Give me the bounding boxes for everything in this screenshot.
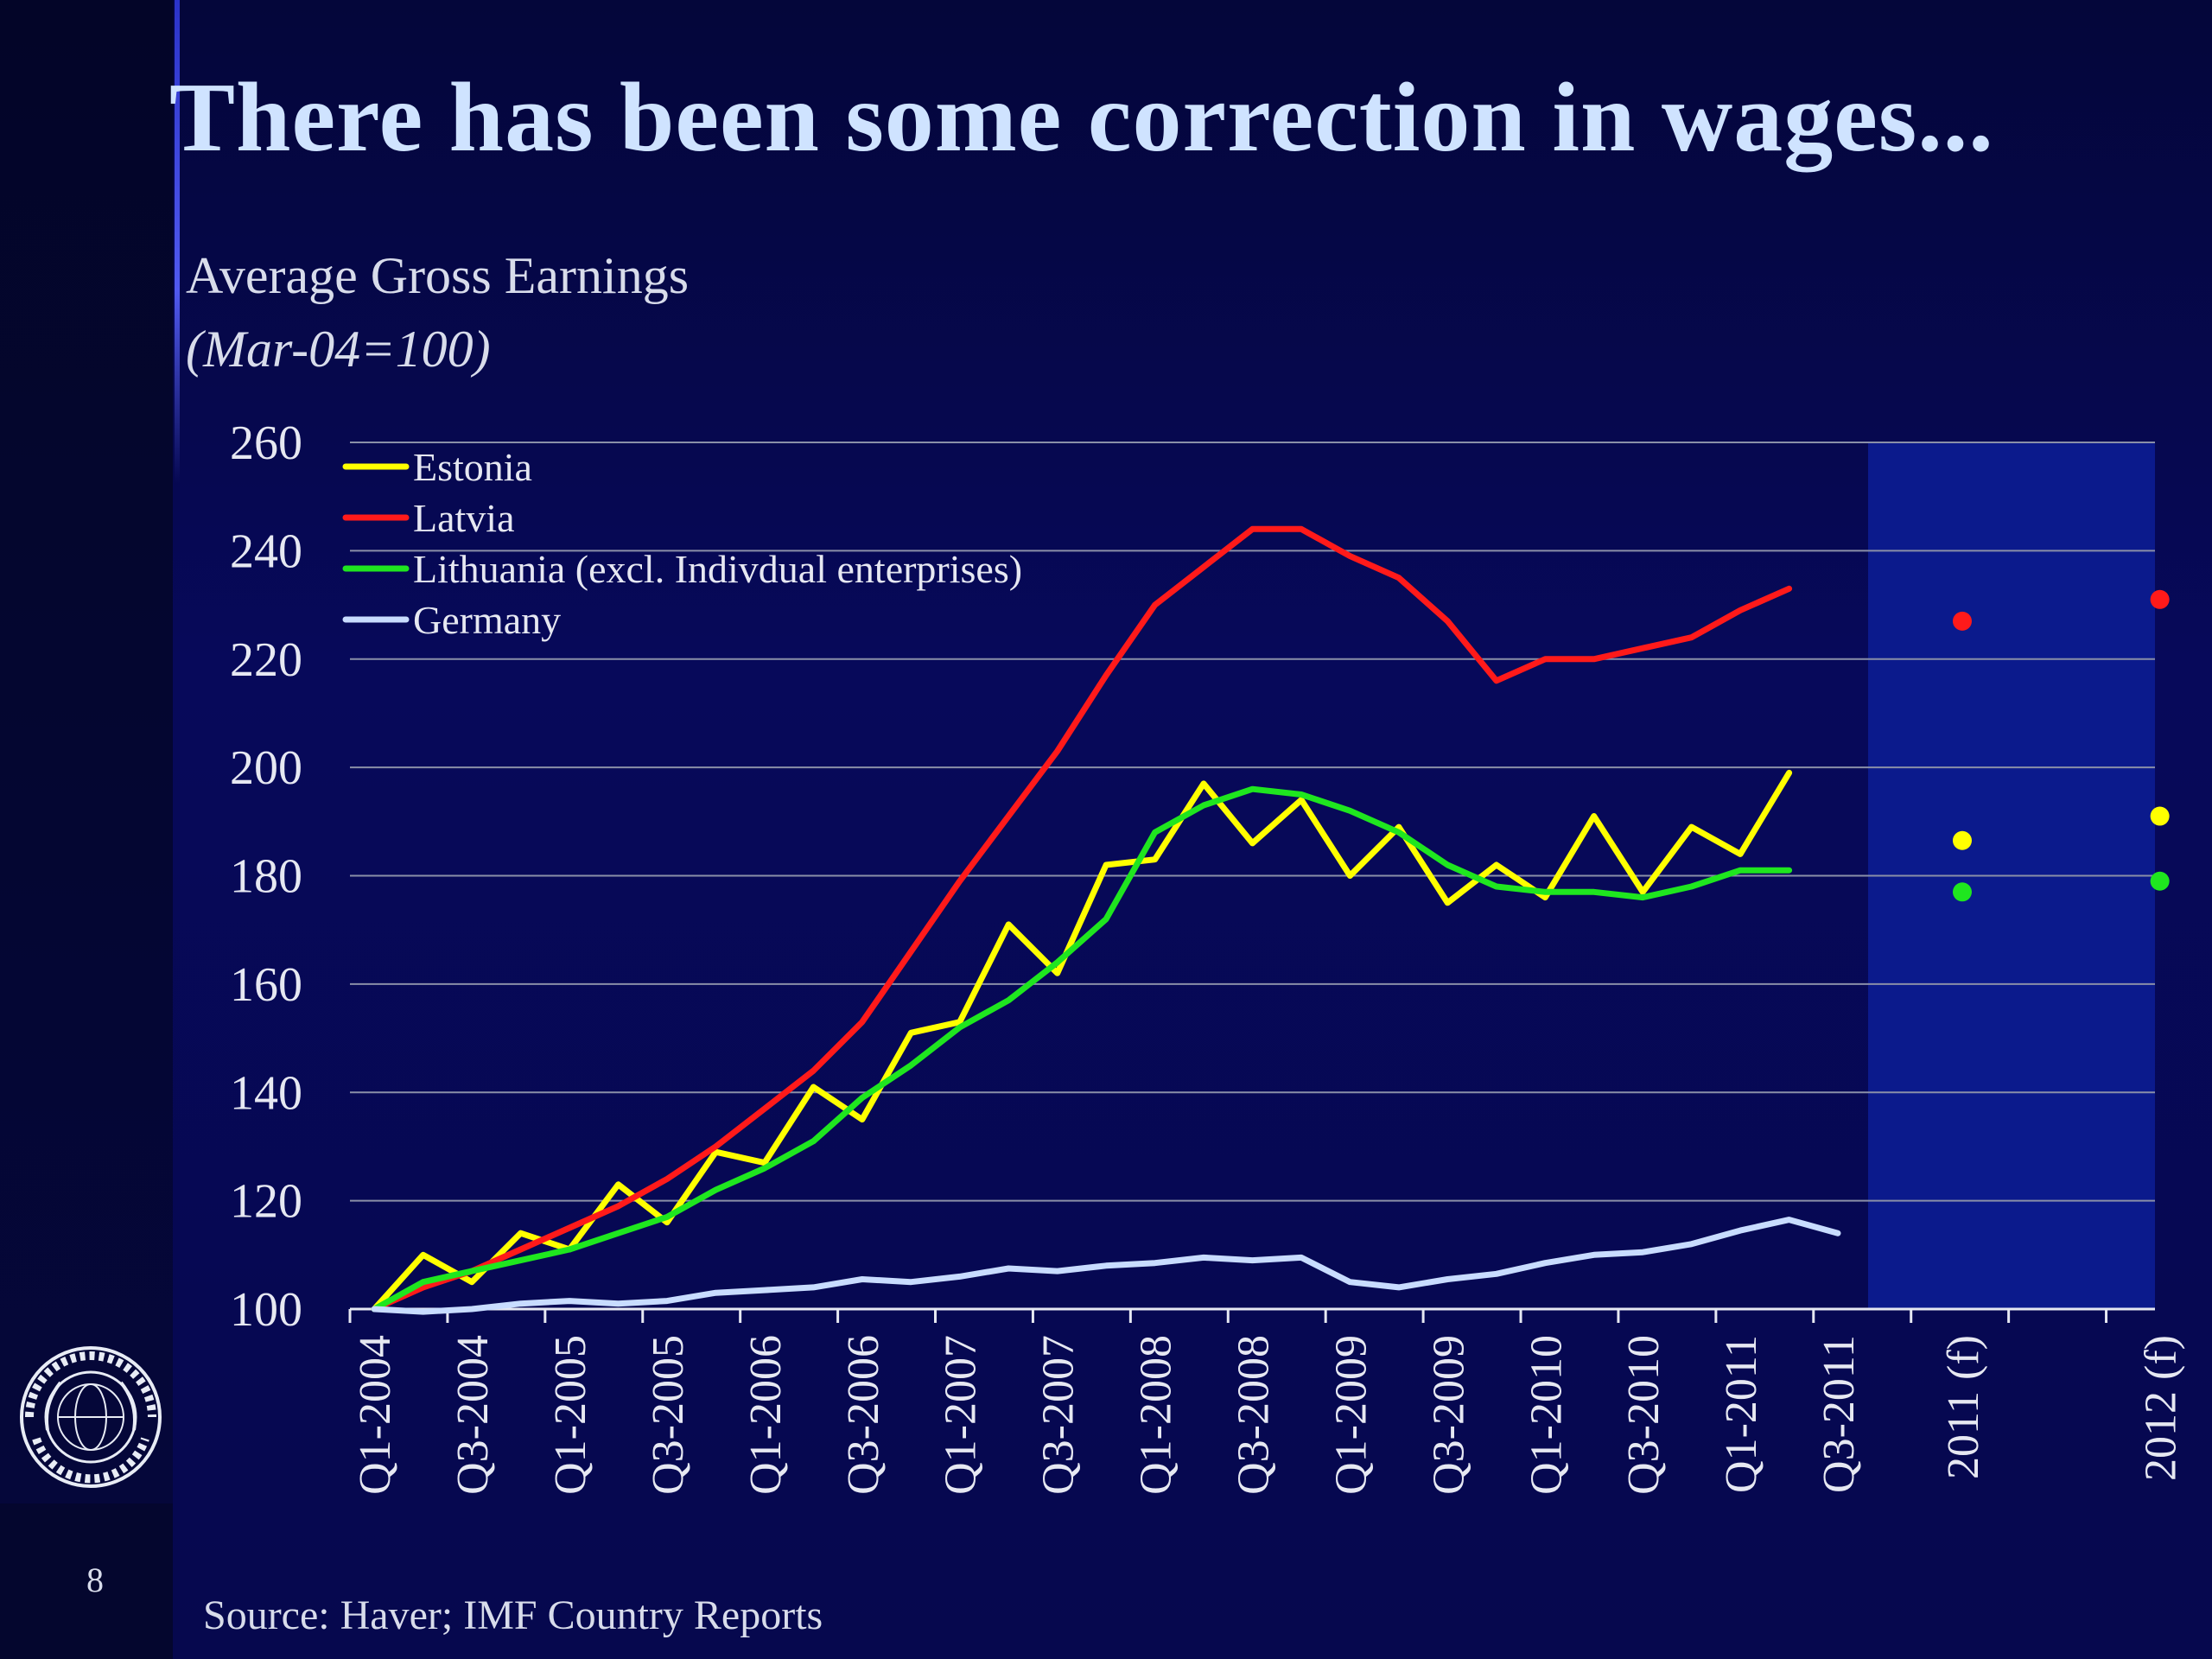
y-tick-label: 180 [230, 850, 302, 904]
series-line-estonia [371, 769, 1793, 1313]
x-tick-label: Q3-2008 [1230, 1335, 1279, 1495]
source-note: Source: Haver; IMF Country Reports [203, 1592, 823, 1638]
x-tick-label-forecast: 2012 (f) [2137, 1335, 2186, 1481]
legend-label: Estonia [413, 445, 532, 489]
x-tick-label: Q1-2008 [1132, 1335, 1181, 1495]
left-sidebar [0, 0, 173, 1659]
y-tick-label: 220 [230, 633, 302, 687]
forecast-points [1952, 589, 2170, 902]
forecast-point-lithuania [1952, 882, 1972, 902]
x-tick-label: Q3-2009 [1424, 1335, 1473, 1495]
x-tick-label: Q3-2005 [644, 1335, 693, 1495]
series-lines [371, 525, 1841, 1315]
x-tick-label: Q3-2011 [1815, 1335, 1864, 1493]
slide-title: There has been some correction in wages.… [169, 62, 1994, 172]
forecast-point-latvia [1952, 611, 1972, 631]
x-tick-label: Q3-2006 [839, 1335, 888, 1495]
x-tick-label: Q1-2007 [937, 1335, 986, 1495]
forecast-point-latvia [2150, 589, 2170, 609]
x-tick-label: Q3-2010 [1619, 1335, 1669, 1495]
x-tick-label: Q1-2006 [741, 1335, 791, 1495]
x-tick-label: Q3-2004 [448, 1335, 498, 1495]
x-tick-label: Q1-2004 [351, 1335, 400, 1495]
x-tick-label-forecast: 2011 (f) [1939, 1335, 1988, 1479]
y-tick-label: 140 [230, 1066, 302, 1120]
forecast-point-estonia [1952, 830, 1972, 850]
left-accent-line [175, 0, 180, 484]
legend: Estonia Latvia Lithuania (excl. Indivdual … [342, 445, 1022, 642]
chart-title: Average Gross Earnings [186, 247, 690, 304]
page-number: 8 [86, 1560, 104, 1599]
x-tick-label: Q1-2009 [1326, 1335, 1376, 1495]
legend-label: Latvia [413, 496, 515, 540]
series-line-lithuania [371, 785, 1793, 1313]
x-tick-label: Q1-2005 [546, 1335, 595, 1495]
y-axis-labels: 100 120 140 160 180 200 220 240 260 [230, 416, 302, 1337]
y-tick-label: 260 [230, 416, 302, 470]
left-sidebar-panel [0, 0, 173, 1503]
x-axis-labels: Q1-2004 Q3-2004 Q1-2005 Q3-2005 Q1-2006 Q3-20… [351, 1335, 2185, 1495]
x-tick-label: Q1-2011 [1717, 1335, 1766, 1493]
y-tick-label: 100 [230, 1283, 302, 1337]
forecast-point-estonia [2150, 806, 2170, 826]
y-tick-label: 160 [230, 958, 302, 1012]
series-line-latvia [371, 525, 1793, 1313]
y-tick-label: 240 [230, 524, 302, 578]
grid-lines [350, 442, 2155, 1202]
x-tick-label: Q1-2010 [1522, 1335, 1571, 1495]
legend-label: Germany [413, 598, 561, 642]
forecast-point-lithuania [2150, 871, 2170, 891]
y-tick-label: 200 [230, 741, 302, 795]
y-tick-label: 120 [230, 1175, 302, 1229]
legend-label: Lithuania (excl. Indivdual enterprises) [413, 547, 1022, 591]
chart-subtitle: (Mar-04=100) [186, 321, 491, 378]
series-line-germany [371, 1217, 1841, 1315]
x-tick-label: Q3-2007 [1034, 1335, 1084, 1495]
axes [348, 1307, 2155, 1323]
imf-seal-icon [20, 1346, 162, 1488]
